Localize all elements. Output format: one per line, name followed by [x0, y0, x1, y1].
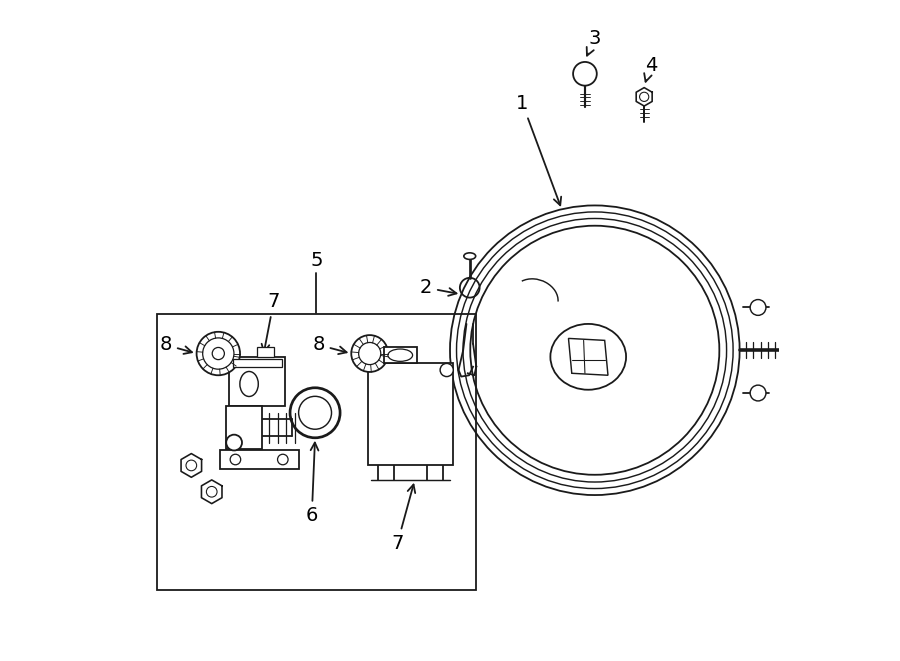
Text: 7: 7: [262, 292, 280, 352]
Text: 2: 2: [420, 278, 456, 297]
Text: 7: 7: [392, 485, 415, 553]
Text: 4: 4: [644, 56, 657, 82]
Circle shape: [573, 62, 597, 86]
Text: 1: 1: [517, 94, 562, 206]
Bar: [257, 347, 274, 357]
Ellipse shape: [464, 253, 476, 259]
Circle shape: [202, 338, 234, 369]
Bar: [383, 347, 417, 364]
Circle shape: [440, 364, 454, 377]
Text: 6: 6: [306, 443, 319, 525]
Circle shape: [358, 342, 381, 365]
Bar: [158, 314, 476, 590]
Bar: [220, 450, 299, 469]
Bar: [368, 364, 454, 465]
Bar: [226, 407, 263, 449]
Text: 8: 8: [160, 336, 192, 354]
Circle shape: [196, 332, 240, 375]
Bar: [230, 357, 285, 407]
Circle shape: [750, 299, 766, 315]
Circle shape: [226, 435, 242, 450]
Text: 8: 8: [312, 336, 346, 354]
Text: 5: 5: [310, 251, 322, 270]
Text: 3: 3: [587, 29, 601, 56]
Bar: [233, 359, 283, 367]
Circle shape: [750, 385, 766, 401]
Circle shape: [351, 335, 388, 372]
